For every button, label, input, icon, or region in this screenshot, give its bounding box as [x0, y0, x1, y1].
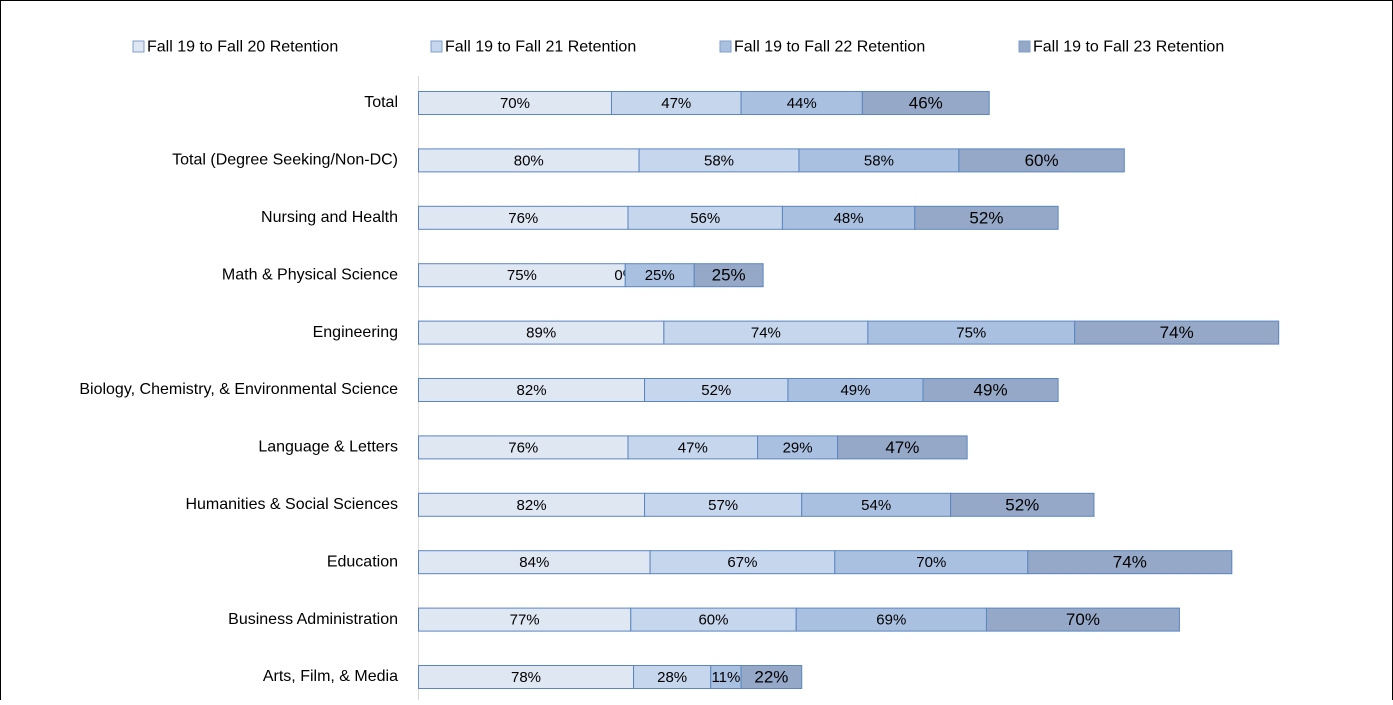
data-label: 49% — [840, 382, 870, 399]
data-label: 47% — [678, 439, 708, 456]
data-label: 22% — [754, 667, 788, 686]
data-label: 48% — [834, 210, 864, 227]
data-label: 25% — [712, 266, 746, 285]
data-label: 44% — [787, 95, 817, 112]
data-label: 57% — [708, 497, 738, 514]
legend-swatch — [430, 40, 443, 53]
data-label: 70% — [1066, 610, 1100, 629]
legend-label: Fall 19 to Fall 20 Retention — [147, 39, 338, 56]
data-label: 60% — [1025, 151, 1059, 170]
legend-label: Fall 19 to Fall 23 Retention — [1033, 39, 1224, 56]
bar-segment — [837, 435, 968, 460]
category-label: Business Administration — [228, 611, 398, 628]
data-label: 25% — [645, 267, 675, 284]
data-label: 84% — [519, 554, 549, 571]
legend-swatch — [132, 40, 145, 53]
category-label: Math & Physical Science — [222, 266, 398, 283]
data-label: 49% — [974, 380, 1008, 399]
category-label: Arts, Film, & Media — [263, 668, 398, 685]
data-label: 11% — [711, 669, 740, 686]
data-label: 78% — [511, 669, 541, 686]
data-label: 82% — [517, 497, 547, 514]
data-label: 74% — [1113, 553, 1147, 572]
data-label: 69% — [876, 612, 906, 629]
data-label: 70% — [916, 554, 946, 571]
bar-segment — [740, 665, 803, 689]
category-label: Engineering — [313, 324, 398, 341]
data-label: 74% — [1160, 323, 1194, 342]
legend-label: Fall 19 to Fall 21 Retention — [445, 39, 636, 56]
legend-swatch — [1018, 40, 1031, 53]
data-label: 76% — [508, 439, 538, 456]
data-label: 29% — [783, 439, 813, 456]
bar-segment — [958, 148, 1125, 173]
data-label: 46% — [909, 93, 943, 112]
data-label: 52% — [701, 382, 731, 399]
bar-segment — [922, 378, 1059, 402]
legend-swatch — [719, 40, 732, 53]
data-label: 52% — [969, 208, 1003, 227]
bar-segment — [1027, 550, 1233, 575]
data-label: 47% — [885, 438, 919, 457]
category-label: Biology, Chemistry, & Environmental Scie… — [79, 381, 398, 398]
category-label: Total — [364, 94, 398, 111]
category-label: Humanities & Social Sciences — [185, 496, 398, 513]
data-label: 80% — [514, 152, 544, 169]
bar-segment — [693, 263, 764, 288]
data-label: 75% — [956, 325, 986, 342]
data-label: 28% — [657, 669, 687, 686]
data-label: 67% — [727, 554, 757, 571]
data-label: 60% — [698, 612, 728, 629]
data-label: 77% — [510, 612, 540, 629]
category-label: Nursing and Health — [261, 209, 398, 226]
bar-segment — [950, 492, 1095, 517]
data-label: 89% — [526, 325, 556, 342]
bar-segment — [861, 91, 990, 115]
data-label: 52% — [1005, 495, 1039, 514]
data-label: 75% — [507, 267, 537, 284]
legend-label: Fall 19 to Fall 22 Retention — [734, 39, 925, 56]
category-label: Education — [327, 553, 398, 570]
data-label: 76% — [508, 210, 538, 227]
category-label: Total (Degree Seeking/Non-DC) — [172, 152, 398, 169]
data-label: 74% — [751, 325, 781, 342]
bar-segment — [985, 607, 1180, 632]
data-label: 82% — [517, 382, 547, 399]
data-label: 56% — [690, 210, 720, 227]
data-label: 47% — [661, 95, 691, 112]
category-label: Language & Letters — [258, 439, 398, 456]
data-label: 70% — [500, 95, 530, 112]
data-label: 58% — [864, 152, 894, 169]
bar-segment — [914, 205, 1059, 230]
data-label: 54% — [861, 497, 891, 514]
bar-segment — [1074, 320, 1280, 345]
data-label: 58% — [704, 152, 734, 169]
